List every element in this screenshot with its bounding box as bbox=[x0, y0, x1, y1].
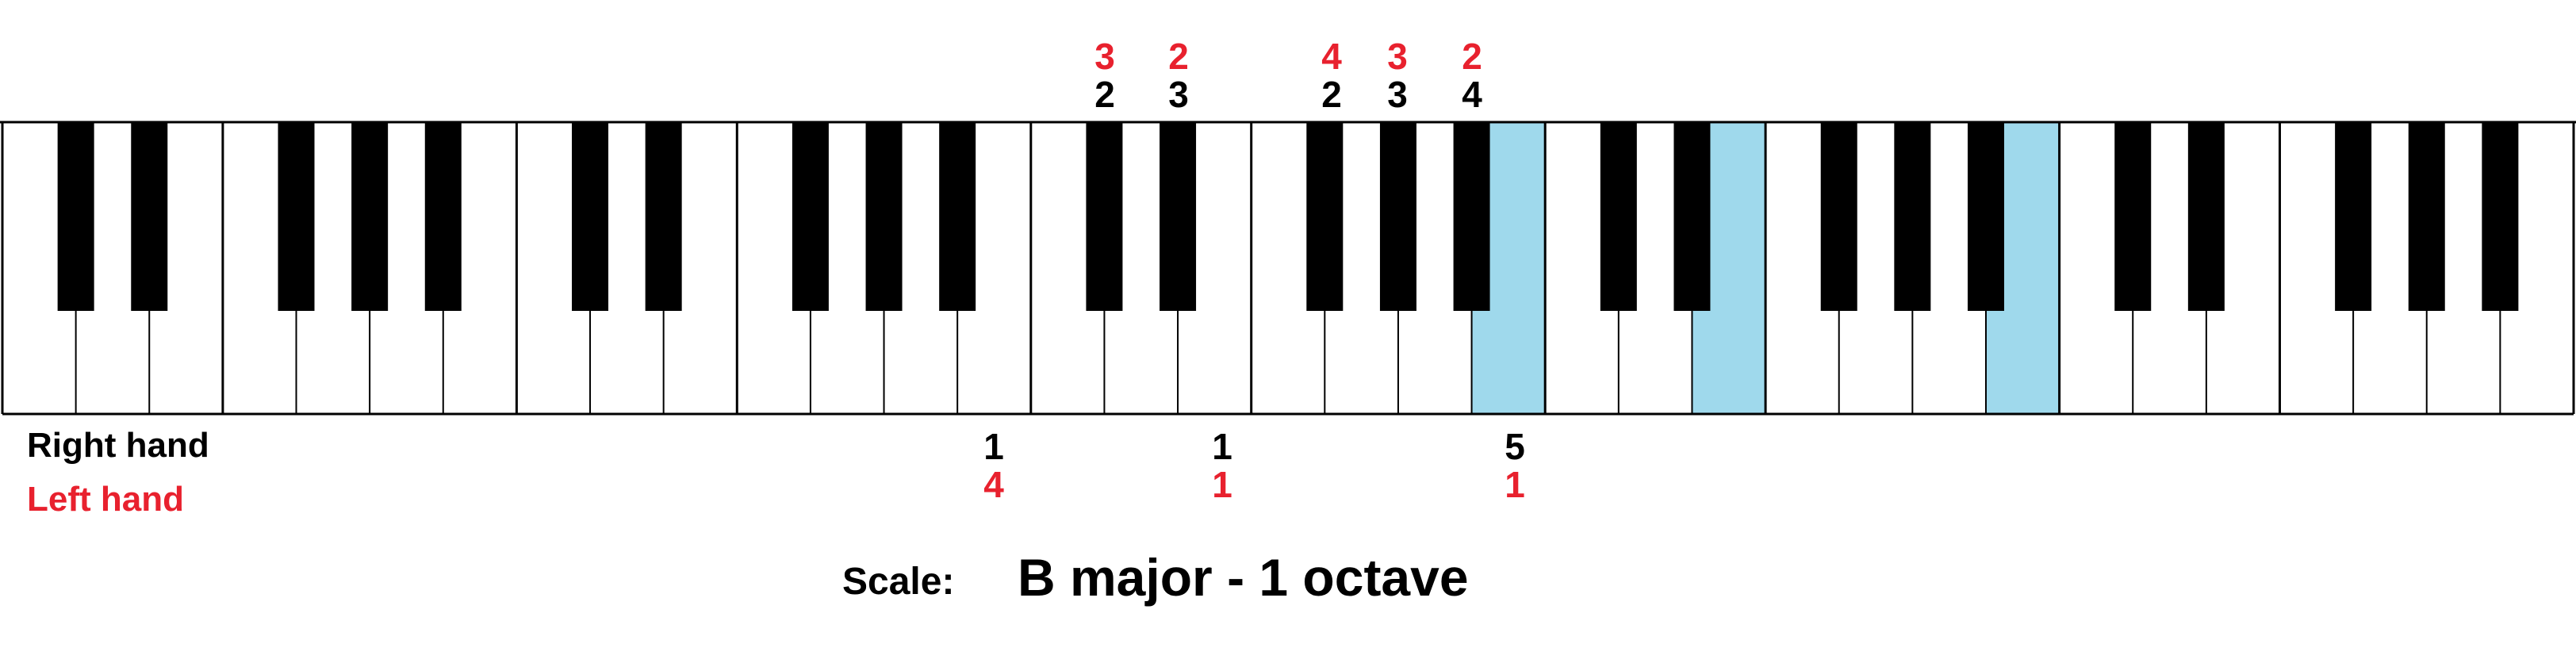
black-key-g-sharp-32 bbox=[2408, 122, 2445, 311]
rh-finger-g-sharp: 3 bbox=[1387, 74, 1408, 115]
black-key-g-sharp-11 bbox=[865, 122, 903, 311]
black-key-c-sharp-14 bbox=[1086, 122, 1123, 311]
scale-prefix: Scale: bbox=[842, 561, 955, 603]
black-key-f-sharp-10 bbox=[792, 122, 829, 311]
rh-finger-d-sharp: 3 bbox=[1168, 74, 1189, 115]
piano-keyboard bbox=[0, 121, 2576, 416]
black-key-d-sharp-15 bbox=[1160, 122, 1197, 311]
lh-finger-f-sharp: 4 bbox=[1321, 36, 1342, 77]
black-key-a-sharp-33 bbox=[2482, 122, 2519, 311]
black-key-f-sharp-24 bbox=[1820, 122, 1857, 311]
black-key-d-sharp-1 bbox=[131, 122, 168, 311]
rh-finger-c-sharp: 2 bbox=[1094, 74, 1115, 115]
black-key-a-sharp-5 bbox=[424, 122, 462, 311]
lh-finger-d-sharp: 2 bbox=[1168, 36, 1189, 77]
black-key-c-sharp-0 bbox=[57, 122, 94, 311]
black-key-c-sharp-7 bbox=[572, 122, 609, 311]
rh-finger-b-low: 1 bbox=[983, 426, 1004, 467]
black-key-f-sharp-31 bbox=[2335, 122, 2372, 311]
black-key-f-sharp-17 bbox=[1306, 122, 1344, 311]
black-key-a-sharp-19 bbox=[1453, 122, 1490, 311]
rh-finger-a-sharp: 4 bbox=[1462, 74, 1482, 115]
lh-finger-b-high: 1 bbox=[1505, 464, 1525, 505]
rh-finger-e: 1 bbox=[1212, 426, 1232, 467]
black-key-a-sharp-12 bbox=[939, 122, 976, 311]
black-key-c-sharp-28 bbox=[2114, 122, 2152, 311]
left-hand-label: Left hand bbox=[27, 480, 184, 519]
black-key-a-sharp-26 bbox=[1967, 122, 2004, 311]
right-hand-label: Right hand bbox=[27, 426, 209, 465]
black-key-d-sharp-29 bbox=[2187, 122, 2225, 311]
scale-title: B major - 1 octave bbox=[1018, 548, 1469, 607]
lh-finger-g-sharp: 3 bbox=[1387, 36, 1408, 77]
rh-finger-f-sharp: 2 bbox=[1321, 74, 1342, 115]
lh-finger-c-sharp: 3 bbox=[1094, 36, 1115, 77]
black-key-d-sharp-22 bbox=[1673, 122, 1711, 311]
black-key-c-sharp-21 bbox=[1600, 122, 1637, 311]
black-key-f-sharp-3 bbox=[278, 122, 315, 311]
black-key-d-sharp-8 bbox=[645, 122, 682, 311]
rh-finger-b-high: 5 bbox=[1505, 426, 1525, 467]
lh-finger-a-sharp: 2 bbox=[1462, 36, 1482, 77]
lh-finger-b-low: 4 bbox=[983, 464, 1004, 505]
black-key-g-sharp-4 bbox=[351, 122, 389, 311]
lh-finger-e: 1 bbox=[1212, 464, 1232, 505]
black-key-g-sharp-25 bbox=[1894, 122, 1931, 311]
black-key-g-sharp-18 bbox=[1379, 122, 1416, 311]
